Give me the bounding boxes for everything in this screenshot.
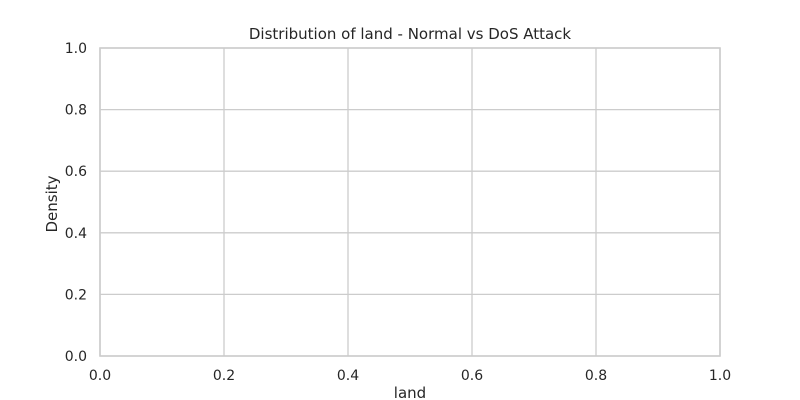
x-tick-label: 0.0: [89, 368, 111, 384]
x-tick-label: 0.2: [213, 368, 235, 384]
y-axis-label: Density: [43, 175, 61, 232]
x-tick-labels: 0.0 0.2 0.4 0.6 0.8 1.0: [89, 368, 731, 384]
y-tick-label: 0.6: [65, 164, 87, 180]
x-axis-label: land: [394, 384, 426, 400]
x-tick-label: 0.8: [585, 368, 607, 384]
x-tick-label: 1.0: [709, 368, 731, 384]
x-tick-label: 0.4: [337, 368, 359, 384]
y-tick-label: 0.0: [65, 349, 87, 365]
plot-frame: [99, 47, 721, 357]
y-tick-label: 0.8: [65, 103, 87, 119]
y-tick-labels: 0.0 0.2 0.4 0.6 0.8 1.0: [65, 41, 87, 365]
grid: [99, 47, 721, 357]
y-tick-label: 0.4: [65, 226, 87, 242]
y-tick-label: 1.0: [65, 41, 87, 57]
x-tick-label: 0.6: [461, 368, 483, 384]
chart-title: Distribution of land - Normal vs DoS Att…: [249, 25, 572, 43]
y-tick-label: 0.2: [65, 287, 87, 303]
